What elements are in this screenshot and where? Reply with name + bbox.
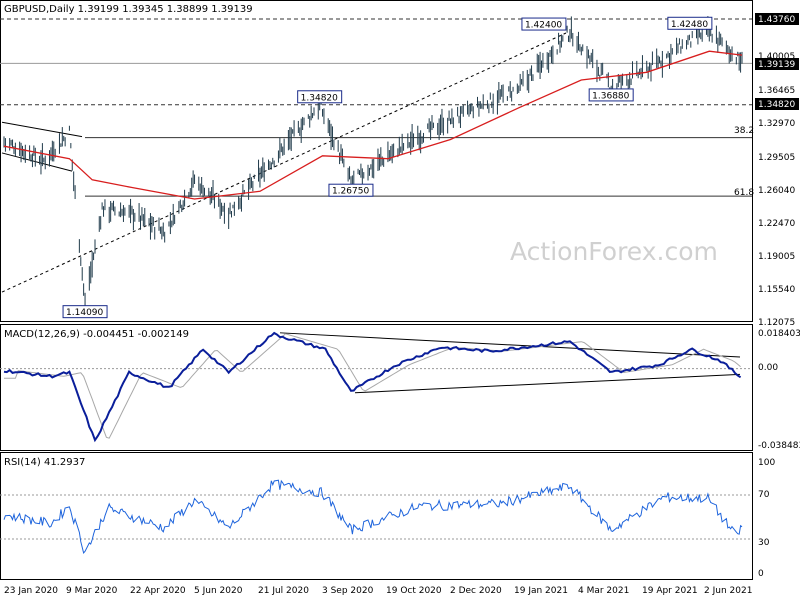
- level-tag-box: [755, 13, 799, 25]
- annotation-label: 1.42400: [525, 21, 562, 31]
- annotation-label: 1.36880: [592, 91, 629, 101]
- y-tick: 1.12075: [758, 318, 795, 328]
- y-tick: 1.29505: [758, 153, 795, 163]
- annotation-box: [297, 90, 343, 104]
- y-tick: 1.32970: [758, 119, 795, 129]
- watermark: ActionForex.com: [510, 237, 718, 266]
- macd-tick: 0.018403: [758, 329, 800, 339]
- y-tick: 1.36465: [758, 86, 795, 96]
- x-tick: 2 Jun 2021: [704, 586, 752, 596]
- rsi-header: RSI(14) 41.2937: [4, 457, 85, 468]
- level-tag-mid: 1.34820: [758, 100, 795, 110]
- x-tick: 3 Sep 2020: [322, 586, 374, 596]
- x-tick: 19 Jan 2021: [514, 586, 568, 596]
- x-tick: 2 Dec 2020: [450, 586, 502, 596]
- macd-trendline-upper: [279, 332, 741, 358]
- rsi-tick: 0: [758, 569, 764, 579]
- x-tick: 19 Oct 2020: [386, 586, 442, 596]
- x-tick: 23 Jan 2020: [4, 586, 58, 596]
- price-tag: 1.39139: [758, 60, 795, 70]
- rsi-panel: [0, 452, 753, 580]
- macd-signal-line: [4, 333, 741, 439]
- annotation-box: [328, 183, 374, 197]
- annotation-label: 1.34820: [301, 93, 338, 103]
- macd-header: MACD(12,26,9) -0.004451 -0.002149: [4, 329, 189, 340]
- rsi-tick: 70: [758, 490, 770, 500]
- macd-tick: -0.038483: [758, 441, 800, 451]
- annotation-box: [62, 305, 108, 319]
- macd-trendline-lower: [354, 373, 741, 394]
- main-y-axis: 1.40005 1.36465 1.32970 1.29505 1.26040 …: [758, 52, 795, 328]
- y-tick: 1.15540: [758, 285, 795, 295]
- fib-label-382: 38.2: [734, 126, 754, 136]
- x-tick: 19 Apr 2021: [642, 586, 698, 596]
- x-tick: 22 Apr 2020: [130, 586, 186, 596]
- annotation-box: [667, 16, 713, 30]
- x-tick: 4 Mar 2021: [578, 586, 629, 596]
- y-tick: 1.19005: [758, 252, 795, 262]
- rising-trendline: [1, 32, 567, 293]
- annotation-box: [588, 88, 634, 102]
- level-tag-high: 1.43760: [758, 15, 795, 25]
- channel-upper-line: [1, 121, 83, 138]
- main-panel: [0, 0, 753, 322]
- macd-line: [3, 331, 742, 443]
- price-tag-box: [755, 58, 799, 70]
- macd-panel: [0, 324, 753, 451]
- y-tick: 1.26040: [758, 186, 795, 196]
- x-tick: 9 Mar 2020: [66, 586, 118, 596]
- fib-label-618: 61.8: [734, 188, 754, 198]
- x-tick: 21 Jul 2020: [258, 586, 309, 596]
- x-axis: 23 Jan 2020 9 Mar 2020 22 Apr 2020 5 Jun…: [4, 586, 752, 596]
- rsi-tick: 100: [758, 458, 775, 468]
- sma-line: [3, 50, 743, 200]
- annotation-label: 1.14090: [66, 308, 103, 318]
- rsi-y-axis: 100 70 30 0: [758, 458, 775, 579]
- annotation-label: 1.26750: [332, 187, 369, 197]
- level-tag-box: [755, 98, 799, 110]
- chart-series-layer: 1.14090 1.34820 1.26750 1.42400 1.36880 1.424…: [0, 16, 752, 554]
- rsi-tick: 30: [758, 538, 770, 548]
- channel-lower-line: [1, 152, 73, 172]
- y-tick: 1.40005: [758, 52, 795, 62]
- main-header: GBPUSD,Daily 1.39199 1.39345 1.38899 1.3…: [4, 4, 253, 15]
- macd-tick: 0.00: [758, 363, 778, 373]
- rsi-line: [3, 479, 743, 554]
- y-tick: 1.22470: [758, 219, 795, 229]
- macd-y-axis: 0.018403 0.00 -0.038483: [758, 329, 800, 451]
- annotation-box: [521, 17, 567, 31]
- x-tick: 5 Jun 2020: [194, 586, 243, 596]
- annotation-label: 1.42480: [671, 20, 708, 30]
